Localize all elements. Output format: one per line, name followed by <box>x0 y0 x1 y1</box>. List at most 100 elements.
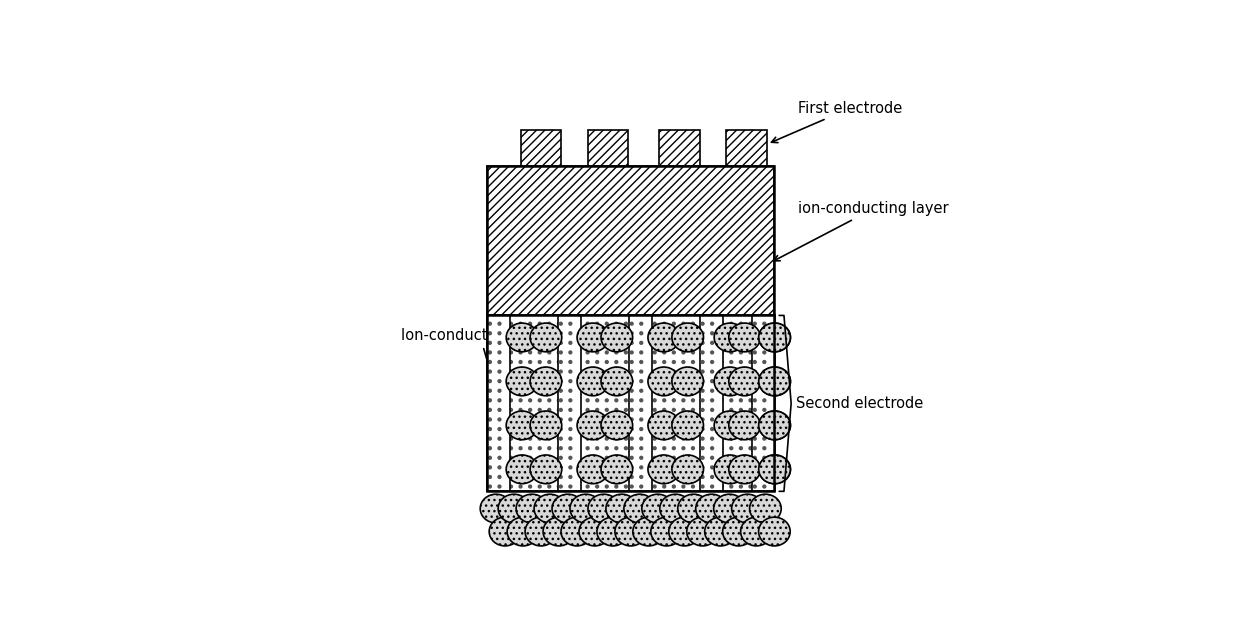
Circle shape <box>520 389 522 392</box>
Circle shape <box>768 466 771 469</box>
Circle shape <box>559 341 562 345</box>
Circle shape <box>630 332 634 335</box>
Circle shape <box>520 409 522 411</box>
Circle shape <box>615 427 618 430</box>
Circle shape <box>701 475 704 478</box>
Circle shape <box>672 427 676 430</box>
Circle shape <box>653 370 656 373</box>
Ellipse shape <box>759 455 790 484</box>
Circle shape <box>559 379 562 383</box>
Circle shape <box>692 447 694 450</box>
Circle shape <box>692 351 694 354</box>
Circle shape <box>577 466 579 469</box>
Circle shape <box>682 475 684 478</box>
Circle shape <box>615 389 618 392</box>
Circle shape <box>559 409 562 411</box>
Circle shape <box>500 322 503 325</box>
Circle shape <box>577 399 579 402</box>
Circle shape <box>615 437 618 440</box>
Bar <box>487 315 775 491</box>
Circle shape <box>682 389 684 392</box>
Circle shape <box>711 361 713 363</box>
Circle shape <box>768 409 771 411</box>
Circle shape <box>595 351 599 354</box>
Circle shape <box>759 379 761 383</box>
Circle shape <box>528 351 532 354</box>
Text: Ion-conducting phase: Ion-conducting phase <box>401 328 559 396</box>
Circle shape <box>577 370 579 373</box>
Circle shape <box>490 399 494 402</box>
Ellipse shape <box>649 455 680 484</box>
Circle shape <box>528 361 532 363</box>
Circle shape <box>625 475 627 478</box>
Circle shape <box>605 427 608 430</box>
Circle shape <box>768 341 771 345</box>
Circle shape <box>489 399 491 402</box>
Circle shape <box>711 332 713 335</box>
Circle shape <box>490 379 494 383</box>
Circle shape <box>538 437 541 440</box>
Circle shape <box>682 427 684 430</box>
Circle shape <box>538 370 541 373</box>
Bar <box>629 315 652 491</box>
Circle shape <box>754 409 756 411</box>
Circle shape <box>672 466 676 469</box>
Circle shape <box>640 351 642 354</box>
Circle shape <box>663 466 666 469</box>
Circle shape <box>640 485 642 488</box>
Ellipse shape <box>723 517 754 546</box>
Circle shape <box>559 389 562 392</box>
Circle shape <box>510 399 512 402</box>
Circle shape <box>711 399 713 402</box>
Circle shape <box>640 389 642 392</box>
Circle shape <box>634 466 637 469</box>
Circle shape <box>701 389 704 392</box>
Circle shape <box>630 409 634 411</box>
Circle shape <box>625 399 627 402</box>
Circle shape <box>672 475 676 478</box>
Circle shape <box>548 370 551 373</box>
Circle shape <box>653 409 656 411</box>
Circle shape <box>558 466 560 469</box>
Circle shape <box>630 341 634 345</box>
Circle shape <box>489 379 491 383</box>
Circle shape <box>577 389 579 392</box>
Ellipse shape <box>660 494 692 523</box>
Circle shape <box>567 389 570 392</box>
Circle shape <box>672 332 676 335</box>
Circle shape <box>587 447 589 450</box>
Circle shape <box>663 409 666 411</box>
Circle shape <box>768 351 771 354</box>
Circle shape <box>692 341 694 345</box>
Circle shape <box>538 427 541 430</box>
Circle shape <box>768 475 771 478</box>
Circle shape <box>692 475 694 478</box>
Circle shape <box>759 370 761 373</box>
Circle shape <box>711 418 713 421</box>
Circle shape <box>538 361 541 363</box>
Ellipse shape <box>577 411 609 440</box>
Circle shape <box>630 466 634 469</box>
Circle shape <box>528 475 532 478</box>
Circle shape <box>489 409 491 411</box>
Circle shape <box>701 409 704 411</box>
Circle shape <box>768 427 771 430</box>
Circle shape <box>625 466 627 469</box>
Circle shape <box>510 437 512 440</box>
Circle shape <box>701 485 704 488</box>
Circle shape <box>569 341 572 345</box>
Ellipse shape <box>543 517 574 546</box>
Circle shape <box>490 332 494 335</box>
Circle shape <box>711 437 713 440</box>
Circle shape <box>490 361 494 363</box>
Circle shape <box>720 447 723 450</box>
Circle shape <box>528 437 532 440</box>
Circle shape <box>754 475 756 478</box>
Circle shape <box>528 379 532 383</box>
Circle shape <box>498 332 501 335</box>
Circle shape <box>644 457 646 459</box>
Circle shape <box>754 457 756 459</box>
Circle shape <box>644 361 646 363</box>
Circle shape <box>644 332 646 335</box>
Circle shape <box>625 389 627 392</box>
